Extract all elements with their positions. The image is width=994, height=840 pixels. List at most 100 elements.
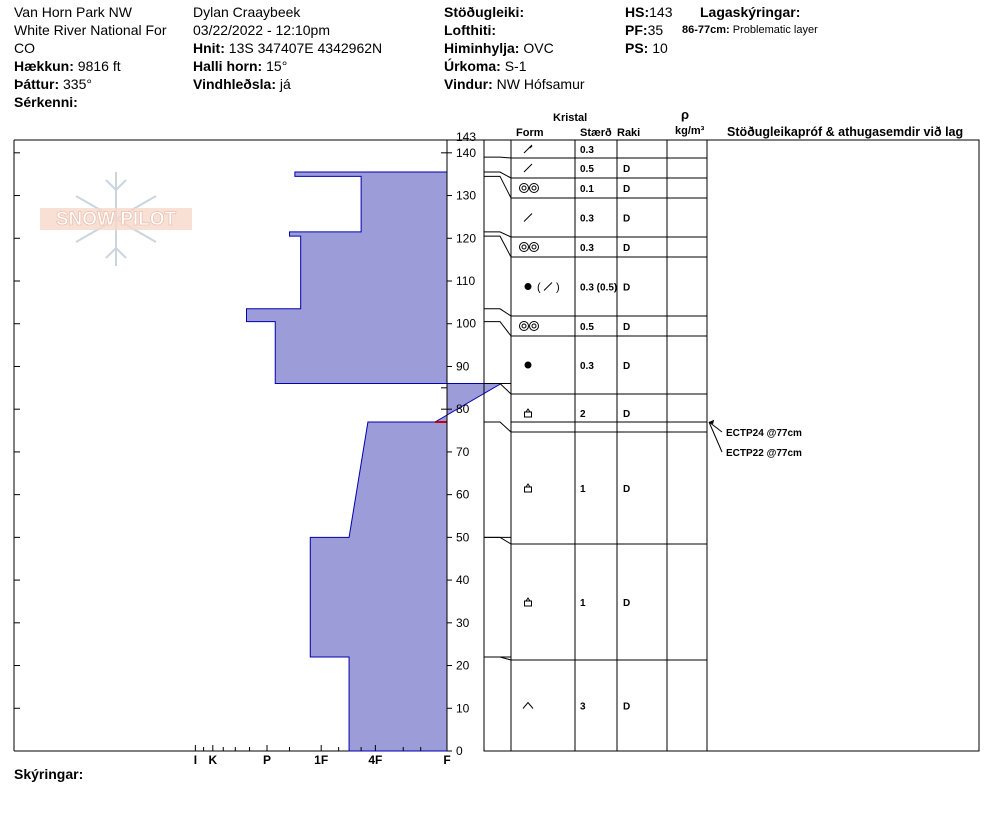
slope-label: Halli horn:: [193, 58, 263, 74]
form-paren-close: ): [556, 282, 560, 294]
hardness-tick-label: 1F: [314, 753, 328, 767]
height-tick-label: 50: [456, 530, 470, 544]
layer-connector: [484, 175, 512, 199]
aspect-value: 335°: [63, 76, 92, 92]
layer-size: 0.3: [580, 145, 594, 156]
precip-value: S-1: [504, 58, 527, 74]
ps-value: 10: [652, 40, 668, 56]
height-tick-label: 140: [456, 146, 476, 160]
form-circle: [531, 244, 537, 250]
rho-header: ρ: [681, 107, 690, 122]
form-dot: [524, 361, 532, 369]
layer-connector: [484, 231, 512, 238]
layer-size: 0.5: [580, 322, 594, 333]
form-circle: [521, 185, 527, 191]
test-leader-line: [708, 421, 723, 433]
moisture-header: Raki: [617, 127, 641, 139]
height-tick-label: 0: [456, 744, 463, 758]
location-line1: Van Horn Park NW: [14, 4, 132, 20]
observer-name: Dylan Craaybeek: [193, 4, 301, 20]
precip-particles-icon: [523, 144, 533, 154]
elevation-label: Hækkun:: [14, 58, 74, 74]
sky-field: Himinhylja: OVC: [444, 39, 554, 57]
location-line2: White River National For: [14, 22, 167, 38]
hardness-profile-area: [245, 140, 504, 752]
form-square: [524, 600, 532, 607]
form-stroke: [523, 213, 533, 222]
form-paren-open: (: [537, 282, 541, 294]
form-circle: [529, 242, 539, 252]
location-line3: CO: [14, 40, 35, 56]
rounded-grains-decomposing-icon: (): [524, 282, 560, 294]
hs-value: 143: [649, 4, 673, 20]
melt-forms-icon: [519, 242, 539, 252]
hardness-tick-label: 4F: [368, 753, 382, 767]
layer-size: 0.1: [580, 184, 594, 195]
layer-connector: [484, 321, 512, 337]
density-unit-header: kg/m³: [675, 125, 705, 137]
layer-size: 0.3 (0.5): [580, 283, 617, 294]
air-temp-label: Lofthiti:: [444, 22, 497, 38]
layer-note-text: Problematic layer: [732, 24, 818, 36]
form-cap: [525, 597, 531, 602]
rounded-grains-icon: [524, 361, 532, 369]
wind-loading-field: Vindhleðsla: já: [193, 75, 291, 93]
layer-size: 0.5: [580, 164, 594, 175]
pf-field: PF:35: [625, 21, 663, 39]
decomposing-fragments-icon: [523, 213, 533, 222]
form-circle: [531, 323, 537, 329]
observation-datetime: 03/22/2022 - 12:10pm: [193, 22, 330, 38]
layer-moisture: D: [623, 164, 630, 175]
precip-field: Úrkoma: S-1: [444, 57, 526, 75]
test-arrow-icon: [709, 420, 714, 424]
form-header: Form: [516, 127, 544, 139]
stability-test-label: ECTP22 @77cm: [726, 448, 802, 459]
comments-label: Skýringar:: [14, 766, 84, 782]
height-axis-ticks: 0 10 20 30 40 50 60 70 80 90 100 110 120 130 140 143: [447, 130, 484, 758]
form-circle: [529, 321, 539, 331]
height-tick-label: 143: [456, 130, 476, 144]
layer-size: 1: [580, 484, 586, 495]
height-tick-label: 60: [456, 488, 470, 502]
elevation-value: 9816 ft: [77, 58, 121, 74]
layer-size: 2: [580, 409, 586, 420]
form-stroke: [523, 163, 533, 173]
height-tick-label: 130: [456, 189, 476, 203]
slope-field: Halli horn: 15°: [193, 57, 287, 75]
stability-test-notes: ECTP24 @77cm ECTP22 @77cm: [708, 420, 802, 459]
faceted-crystals-icon: [524, 408, 532, 418]
form-cap: [525, 408, 531, 413]
stability-test-label: ECTP24 @77cm: [726, 428, 802, 439]
layer-rows: 0.3 0.5 D 0.1 D 0.3 D 0.3 D () 0.3 (0.5) D 0.5 D 0.3 D 2…: [484, 144, 707, 713]
height-tick-label: 90: [456, 359, 470, 373]
layer-moisture: D: [623, 409, 630, 420]
layer-size: 3: [580, 702, 586, 713]
form-chevron: [522, 701, 534, 709]
sky-label: Himinhylja:: [444, 40, 520, 56]
hardness-axis-ticks: I K P 1F 4F F: [194, 745, 451, 767]
form-circle: [529, 183, 539, 193]
ps-label: PS:: [625, 40, 649, 56]
layer-size: 0.3: [580, 243, 594, 254]
faceted-crystals-icon: [524, 483, 532, 493]
ps-field: PS: 10: [625, 39, 668, 57]
layer-connector: [484, 308, 512, 317]
height-tick-label: 20: [456, 659, 470, 673]
aspect-label: Þáttur:: [14, 76, 60, 92]
size-header: Stærð: [580, 127, 612, 139]
layer-moisture: D: [623, 214, 630, 225]
hs-field: HS:143: [625, 3, 672, 21]
wind-field: Vindur: NW Hófsamur: [444, 75, 585, 93]
layer-size: 1: [580, 598, 586, 609]
wind-loading-value: já: [279, 76, 291, 92]
test-leader-line: [708, 421, 723, 453]
layer-connector: [484, 171, 512, 179]
layer-moisture: D: [623, 484, 630, 495]
layer-moisture: D: [623, 184, 630, 195]
stability-label: Stöðugleiki:: [444, 4, 525, 20]
form-circle: [531, 185, 537, 191]
precip-label: Úrkoma:: [444, 58, 501, 74]
form-circle: [519, 242, 529, 252]
form-square: [524, 411, 532, 418]
